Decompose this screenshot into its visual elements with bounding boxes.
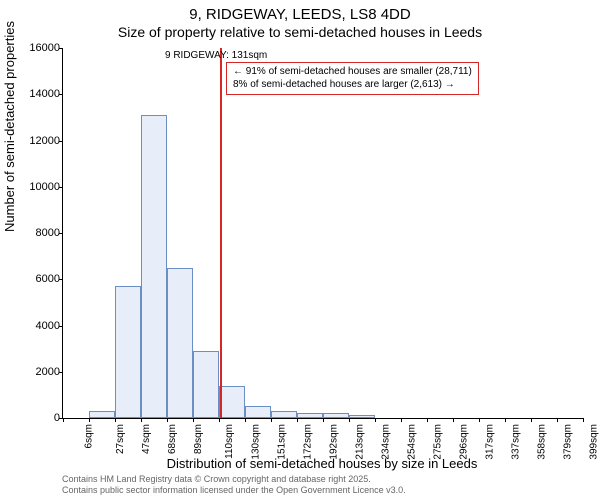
x-tick-mark (115, 418, 116, 422)
chart-title: 9, RIDGEWAY, LEEDS, LS8 4DD (0, 6, 600, 23)
x-tick-label: 399sqm (589, 424, 600, 460)
histogram-bar (167, 268, 193, 418)
x-tick-mark (167, 418, 168, 422)
histogram-bar (219, 386, 245, 418)
x-tick-label: 151sqm (277, 424, 288, 460)
y-tick-label: 4000 (10, 320, 60, 332)
histogram-bar (323, 413, 349, 418)
x-tick-label: 192sqm (329, 424, 340, 460)
histogram-bar (297, 413, 323, 418)
x-tick-label: 275sqm (433, 424, 444, 460)
y-tick-label: 0 (10, 412, 60, 424)
footer-text: Contains HM Land Registry data © Crown c… (62, 474, 406, 496)
x-tick-mark (401, 418, 402, 422)
x-tick-label: 89sqm (193, 424, 204, 454)
y-tick-label: 2000 (10, 366, 60, 378)
x-tick-label: 358sqm (537, 424, 548, 460)
marker-label: 9 RIDGEWAY: 131sqm (165, 50, 267, 61)
histogram-bar (115, 286, 141, 418)
x-axis-label: Distribution of semi-detached houses by … (62, 456, 582, 471)
x-tick-label: 379sqm (563, 424, 574, 460)
x-tick-mark (505, 418, 506, 422)
x-tick-mark (193, 418, 194, 422)
x-tick-label: 27sqm (115, 424, 126, 454)
x-tick-mark (63, 418, 64, 422)
histogram-bar (193, 351, 219, 418)
x-tick-mark (349, 418, 350, 422)
x-tick-label: 47sqm (141, 424, 152, 454)
x-tick-mark (557, 418, 558, 422)
y-tick-label: 14000 (10, 88, 60, 100)
x-tick-mark (453, 418, 454, 422)
x-tick-label: 317sqm (485, 424, 496, 460)
annotation-box: ← 91% of semi-detached houses are smalle… (226, 62, 479, 95)
x-tick-mark (375, 418, 376, 422)
annotation-line2: 8% of semi-detached houses are larger (2… (233, 79, 455, 90)
chart-subtitle: Size of property relative to semi-detach… (0, 24, 600, 40)
y-tick-label: 8000 (10, 227, 60, 239)
footer-line2: Contains public sector information licen… (62, 485, 406, 495)
x-tick-mark (297, 418, 298, 422)
x-tick-label: 6sqm (83, 424, 94, 448)
x-tick-mark (245, 418, 246, 422)
x-tick-mark (89, 418, 90, 422)
x-tick-mark (141, 418, 142, 422)
x-tick-mark (323, 418, 324, 422)
histogram-bar (245, 406, 271, 418)
x-tick-mark (479, 418, 480, 422)
x-tick-mark (531, 418, 532, 422)
y-tick-label: 12000 (10, 135, 60, 147)
x-tick-label: 337sqm (511, 424, 522, 460)
y-tick-label: 16000 (10, 42, 60, 54)
x-tick-mark (427, 418, 428, 422)
annotation-line1: ← 91% of semi-detached houses are smalle… (233, 66, 472, 77)
y-tick-label: 6000 (10, 273, 60, 285)
chart-container: 9, RIDGEWAY, LEEDS, LS8 4DD Size of prop… (0, 0, 600, 500)
x-tick-label: 213sqm (355, 424, 366, 460)
x-tick-label: 172sqm (303, 424, 314, 460)
x-tick-mark (271, 418, 272, 422)
histogram-bar (349, 415, 375, 418)
histogram-bar (271, 411, 297, 418)
footer-line1: Contains HM Land Registry data © Crown c… (62, 474, 371, 484)
histogram-bar (141, 115, 167, 418)
x-tick-label: 254sqm (407, 424, 418, 460)
y-tick-label: 10000 (10, 181, 60, 193)
x-tick-label: 130sqm (251, 424, 262, 460)
plot-area: 9 RIDGEWAY: 131sqm ← 91% of semi-detached… (62, 48, 583, 419)
x-tick-mark (219, 418, 220, 422)
x-tick-label: 110sqm (224, 424, 235, 459)
x-tick-label: 296sqm (459, 424, 470, 460)
x-tick-label: 68sqm (167, 424, 178, 454)
x-tick-label: 234sqm (381, 424, 392, 460)
x-tick-mark (583, 418, 584, 422)
histogram-bar (89, 411, 115, 418)
marker-line (220, 48, 222, 418)
